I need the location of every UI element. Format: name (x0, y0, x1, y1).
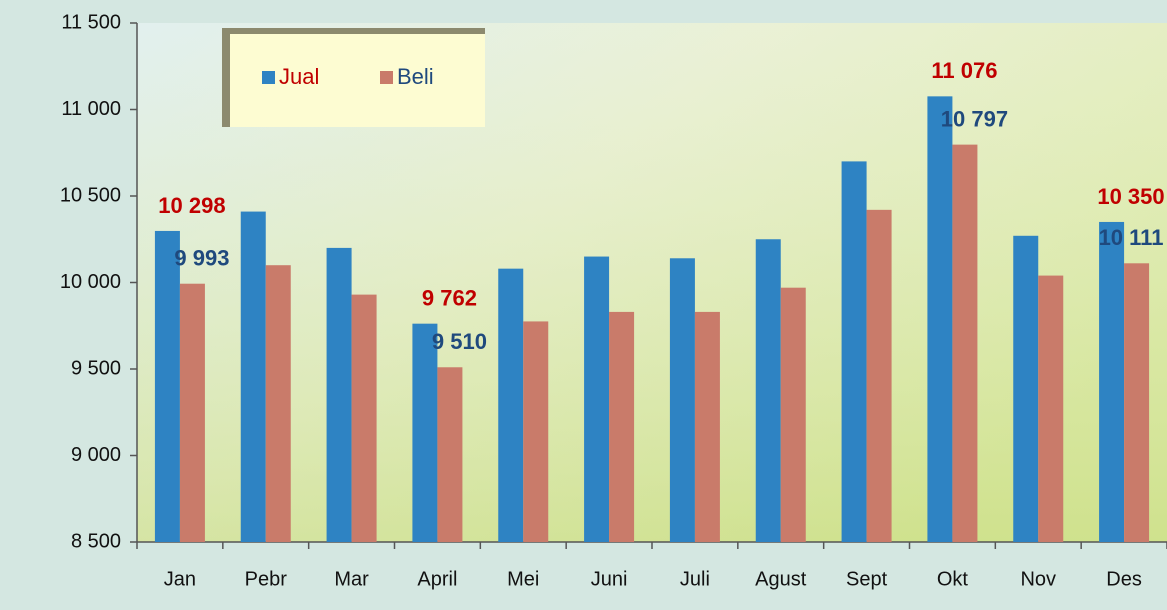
bar (351, 294, 377, 542)
bar (584, 256, 610, 542)
legend-swatch (380, 71, 393, 84)
legend (222, 28, 485, 127)
legend-swatch (262, 71, 275, 84)
legend-label: Beli (397, 64, 434, 89)
bar (498, 268, 524, 542)
bar (523, 321, 549, 542)
x-tick-label: Agust (755, 568, 807, 590)
bar (780, 287, 806, 542)
x-tick-label: Sept (846, 568, 888, 590)
bar (927, 96, 953, 543)
legend-label: Jual (279, 64, 319, 89)
bar (154, 230, 180, 543)
x-tick-label: Juli (680, 568, 710, 590)
bar (437, 367, 463, 542)
data-label: 11 076 (931, 58, 997, 83)
bar (1013, 235, 1039, 543)
x-tick-label: Juni (591, 568, 628, 590)
data-label: 9 510 (432, 329, 487, 354)
bar (952, 144, 978, 542)
y-tick-label: 9 500 (71, 357, 121, 379)
data-label: 10 797 (941, 106, 1008, 131)
x-tick-label: Nov (1020, 568, 1056, 590)
bar (1099, 221, 1125, 542)
data-label: 10 111 (1099, 225, 1164, 250)
bar (326, 247, 352, 542)
bar (240, 211, 266, 542)
bar (866, 209, 892, 542)
data-label: 9 993 (174, 246, 229, 271)
bar (755, 239, 781, 542)
bar (179, 283, 205, 542)
bar (1124, 263, 1150, 542)
bar (412, 323, 438, 542)
y-tick-label: 9 000 (71, 444, 121, 466)
data-label: 10 298 (158, 193, 225, 218)
x-tick-label: Jan (164, 568, 196, 590)
y-tick-label: 10 500 (60, 184, 121, 206)
x-tick-label: Mei (507, 568, 539, 590)
bar (609, 311, 635, 542)
y-tick-label: 10 000 (60, 271, 121, 293)
x-tick-label: Des (1106, 568, 1142, 590)
bar (841, 161, 867, 542)
x-tick-label: Pebr (245, 568, 288, 590)
bar (669, 258, 695, 542)
data-label: 10 350 (1097, 184, 1164, 209)
data-label: 9 762 (422, 285, 477, 310)
x-tick-label: April (417, 568, 457, 590)
bar (1038, 275, 1064, 542)
x-tick-label: Okt (937, 568, 969, 590)
y-tick-label: 11 000 (61, 98, 121, 120)
bar (694, 311, 720, 542)
x-tick-label: Mar (334, 568, 369, 590)
y-tick-label: 11 500 (61, 11, 121, 33)
y-tick-label: 8 500 (71, 530, 121, 552)
bar (265, 265, 291, 542)
